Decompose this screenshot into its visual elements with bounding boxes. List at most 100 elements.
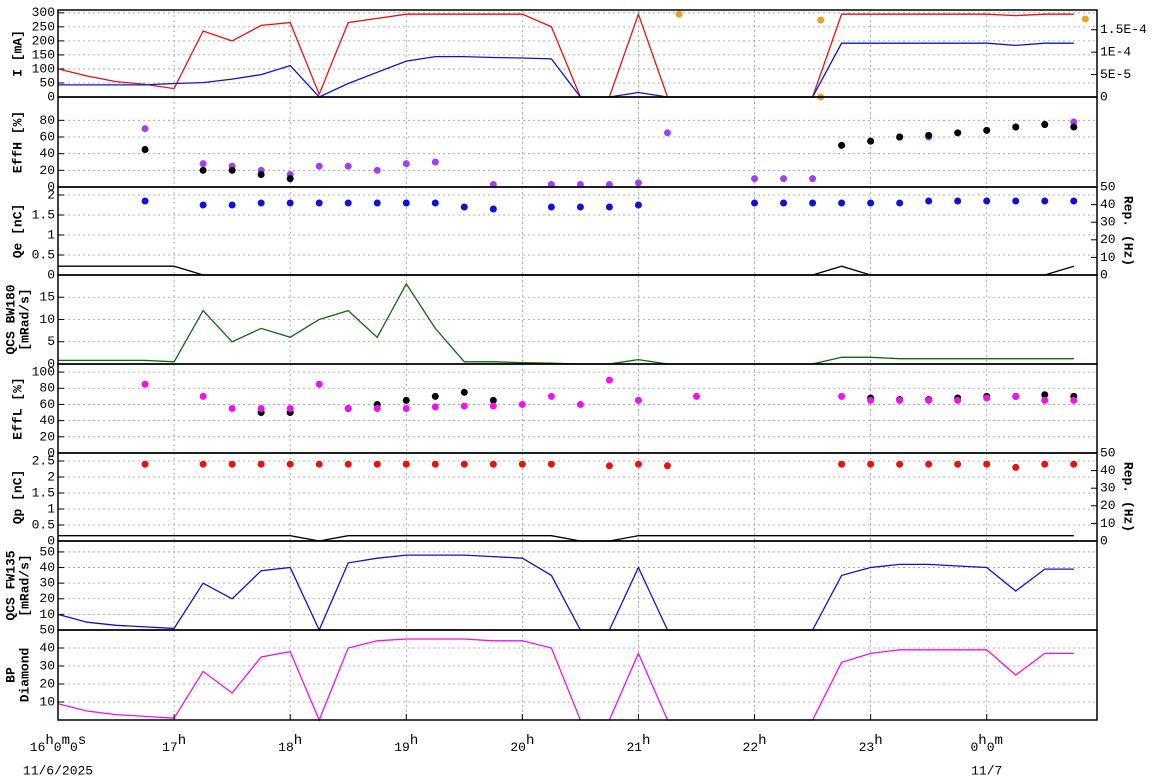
data-point	[605, 376, 613, 384]
data-point	[925, 197, 933, 205]
data-point	[954, 129, 962, 137]
data-point	[286, 199, 294, 207]
data-point	[1041, 197, 1049, 205]
data-point	[460, 388, 468, 396]
y-tick-label: 20	[39, 163, 55, 178]
y-tick-label: 80	[39, 381, 55, 396]
y-tick-label: 150	[32, 47, 55, 62]
data-point	[460, 460, 468, 468]
y-tick-label: 1.5	[32, 485, 55, 500]
data-point	[983, 394, 991, 402]
y2-tick-label: 0	[1100, 533, 1108, 548]
y-tick-label: 60	[39, 129, 55, 144]
series-line	[58, 535, 1074, 542]
panel-frame	[57, 363, 1098, 454]
data-point	[1041, 396, 1049, 404]
data-point	[867, 137, 875, 145]
data-point	[518, 460, 526, 468]
y-axis-label: QCS BW180	[3, 284, 18, 354]
series-line	[58, 42, 1074, 98]
data-point	[896, 199, 904, 207]
data-point	[402, 460, 410, 468]
data-point	[460, 402, 468, 410]
series-line	[58, 265, 1074, 276]
data-point	[286, 405, 294, 412]
y-tick-label: 250	[32, 19, 55, 34]
data-point	[1070, 118, 1078, 126]
y-tick-label: 1.5	[32, 207, 55, 222]
data-point	[1012, 123, 1020, 131]
data-point	[141, 380, 149, 388]
y-axis-label: Qe [nC]	[10, 204, 25, 259]
data-point	[199, 160, 207, 168]
data-point	[983, 197, 991, 205]
y-tick-label: 15	[39, 290, 55, 305]
data-point	[675, 10, 683, 18]
data-point	[547, 392, 555, 400]
y-tick-label: 200	[32, 33, 55, 48]
y-tick-label: 40	[39, 640, 55, 655]
y-tick-label: 2	[47, 469, 55, 484]
y2-tick-label: 50	[1100, 445, 1116, 460]
data-point	[634, 179, 642, 187]
y-tick-label: 0	[47, 89, 55, 104]
y-axis-label: Diamond	[17, 648, 32, 703]
data-point	[954, 460, 962, 468]
y-axis-label: [mRad/s]	[17, 288, 32, 350]
data-point	[518, 400, 526, 408]
y-tick-label: 10	[39, 312, 55, 327]
data-point	[228, 405, 236, 412]
data-point	[692, 392, 700, 400]
data-point	[315, 162, 323, 170]
data-point	[896, 396, 904, 404]
panel-frame	[57, 452, 1098, 542]
data-point	[373, 405, 381, 412]
data-point	[896, 460, 904, 468]
data-point	[1081, 15, 1089, 23]
data-point	[257, 460, 265, 468]
data-point	[1070, 396, 1078, 404]
data-point	[373, 166, 381, 174]
data-point	[809, 175, 817, 183]
data-point	[228, 201, 236, 209]
y-axis-label: [mRad/s]	[17, 554, 32, 616]
data-point	[199, 460, 207, 468]
panel-frame	[57, 186, 1098, 276]
y-tick-label: 50	[39, 544, 55, 559]
y-axis-label: Qp [nC]	[10, 470, 25, 525]
data-point	[751, 175, 759, 183]
data-point	[431, 158, 439, 166]
data-point	[925, 396, 933, 404]
data-point	[199, 392, 207, 400]
y-tick-label: 1	[47, 227, 55, 242]
y-tick-label: 0	[47, 356, 55, 371]
y2-tick-label: 1E-4	[1100, 45, 1131, 60]
x-tick-label: 18h	[278, 733, 302, 756]
data-point	[431, 460, 439, 468]
y2-tick-label: 1.5E-4	[1100, 22, 1147, 37]
data-point	[925, 460, 933, 468]
x-tick-label: 0h0m	[970, 733, 1002, 756]
data-point	[489, 402, 497, 410]
data-point	[751, 199, 759, 207]
y-tick-label: 0.5	[32, 517, 55, 532]
y-tick-label: 20	[39, 429, 55, 444]
y2-tick-label: 40	[1100, 463, 1116, 478]
data-point	[605, 462, 613, 470]
y-tick-label: 0	[47, 445, 55, 460]
data-point	[228, 166, 236, 174]
y-tick-label: 20	[39, 591, 55, 606]
x-tick-label: 19h	[394, 733, 418, 756]
data-point	[954, 396, 962, 404]
data-point	[286, 175, 294, 183]
data-point	[402, 199, 410, 207]
y-tick-label: 40	[39, 146, 55, 161]
data-point	[925, 131, 933, 139]
data-point	[663, 462, 671, 470]
data-point	[663, 129, 671, 137]
panel-frame	[57, 96, 1098, 188]
y-tick-label: 10	[39, 607, 55, 622]
y2-tick-label: 5E-5	[1100, 67, 1131, 82]
y-tick-label: 2.5	[32, 453, 55, 468]
